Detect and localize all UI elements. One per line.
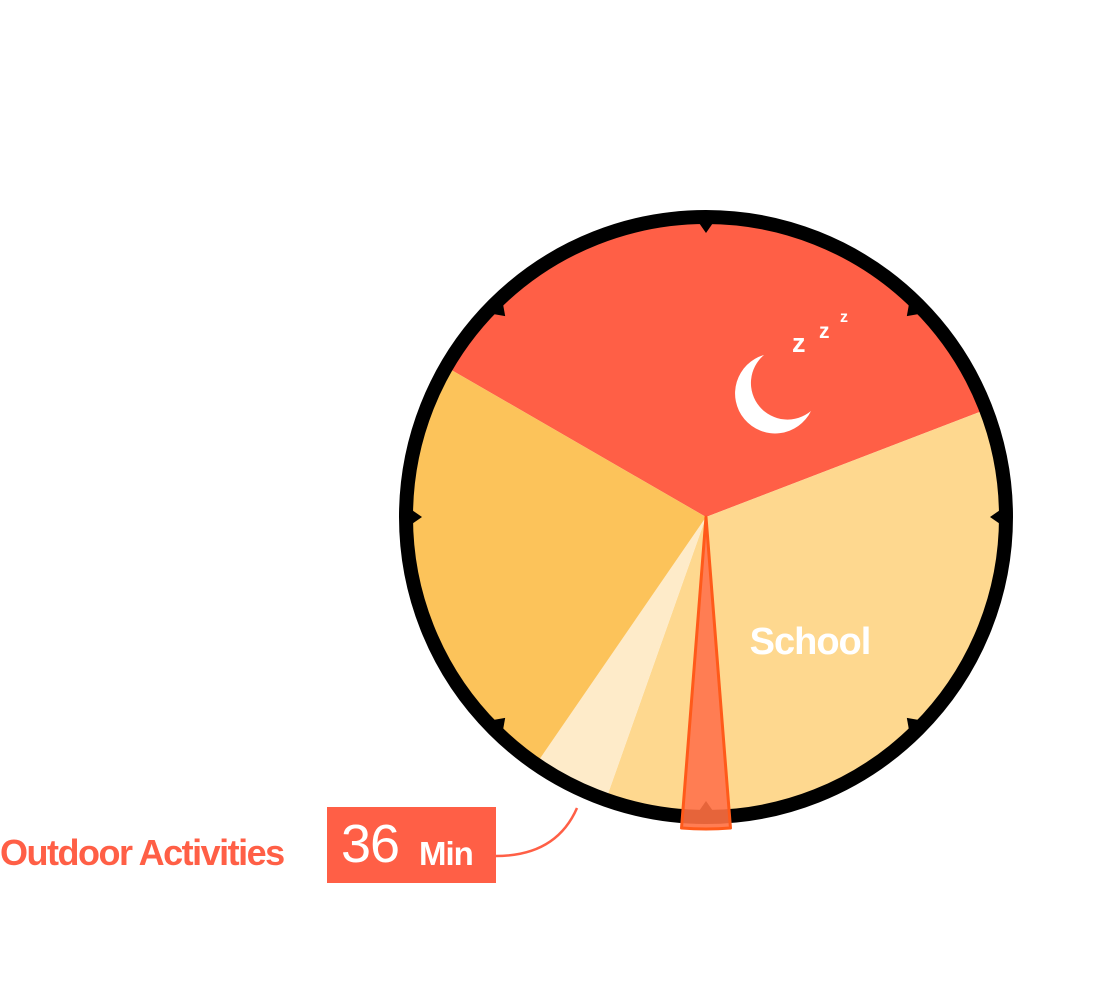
- pie-slice-segment-6: [406, 367, 706, 765]
- callout-label: Outdoor Activities: [0, 832, 285, 873]
- sleep-z-3: z: [840, 309, 848, 326]
- sleep-z-2: z: [819, 320, 830, 343]
- clock-tick-4: [906, 717, 922, 733]
- pie-slice-outdoor-activities-highlight: [680, 515, 732, 831]
- sleep-z-1: z: [792, 328, 806, 358]
- pie-slice-segment-1: [446, 217, 987, 518]
- clock-tick-8: [490, 301, 506, 317]
- callout-value: 36: [341, 814, 400, 874]
- moon-icon: [735, 355, 811, 434]
- slice-label-school: School: [750, 621, 871, 663]
- highlight-slice-group: [680, 515, 732, 831]
- callout-unit: Min: [419, 835, 474, 872]
- clock-tick-3: [990, 508, 1002, 526]
- clock-tick-2: [906, 301, 922, 317]
- pie-slice-segment-5: [536, 517, 706, 800]
- sleep-icon: z z z: [735, 309, 848, 434]
- clock-tick-6: [490, 717, 506, 733]
- pie-slice-segment-4: [605, 517, 706, 817]
- callout-leader-line: [495, 807, 579, 858]
- callout-value-box: 36 Min: [327, 807, 496, 883]
- clock-tick-1: [697, 221, 715, 233]
- clock-tick-7: [410, 508, 422, 526]
